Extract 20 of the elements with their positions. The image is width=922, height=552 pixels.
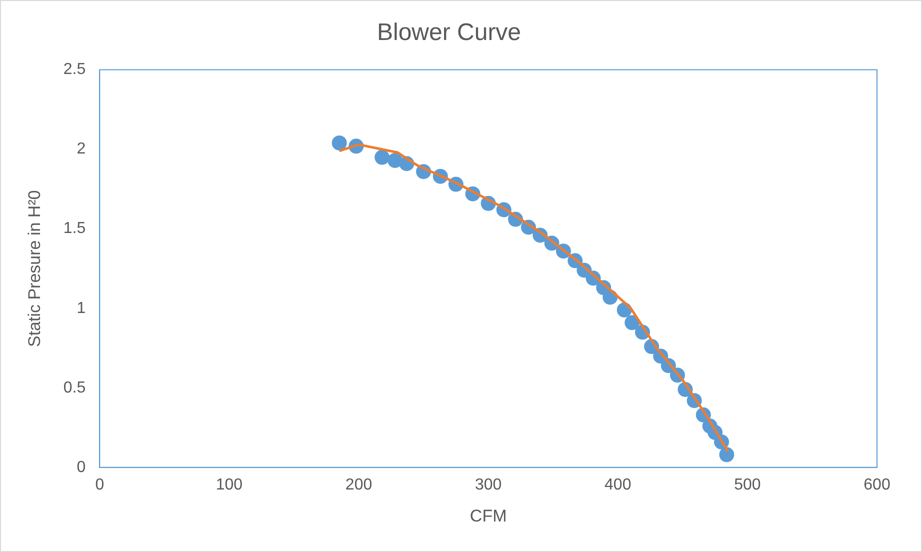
x-tick-label: 0	[95, 476, 104, 494]
y-tick-label: 2	[76, 140, 86, 158]
point	[719, 447, 734, 462]
y-tick-label: 0	[76, 458, 86, 476]
y-tick-label: 1.5	[63, 220, 86, 238]
y-tick-label: 2.5	[63, 61, 86, 78]
y-axis-title: Static Presure in H²0	[24, 190, 44, 348]
x-tick-label: 600	[864, 476, 890, 494]
x-tick-label: 500	[734, 476, 761, 494]
x-axis-title: CFM	[470, 506, 507, 526]
y-tick-label: 0.5	[63, 379, 86, 396]
point	[624, 315, 640, 330]
x-tick-label: 400	[604, 476, 632, 494]
point	[374, 150, 390, 165]
x-tick-label: 200	[345, 476, 372, 494]
x-tick-label: 100	[216, 476, 243, 494]
point	[332, 135, 347, 150]
y-tick-label: 1	[76, 300, 86, 317]
chart-title: Blower Curve	[376, 19, 522, 46]
x-tick-label: 300	[474, 476, 502, 494]
